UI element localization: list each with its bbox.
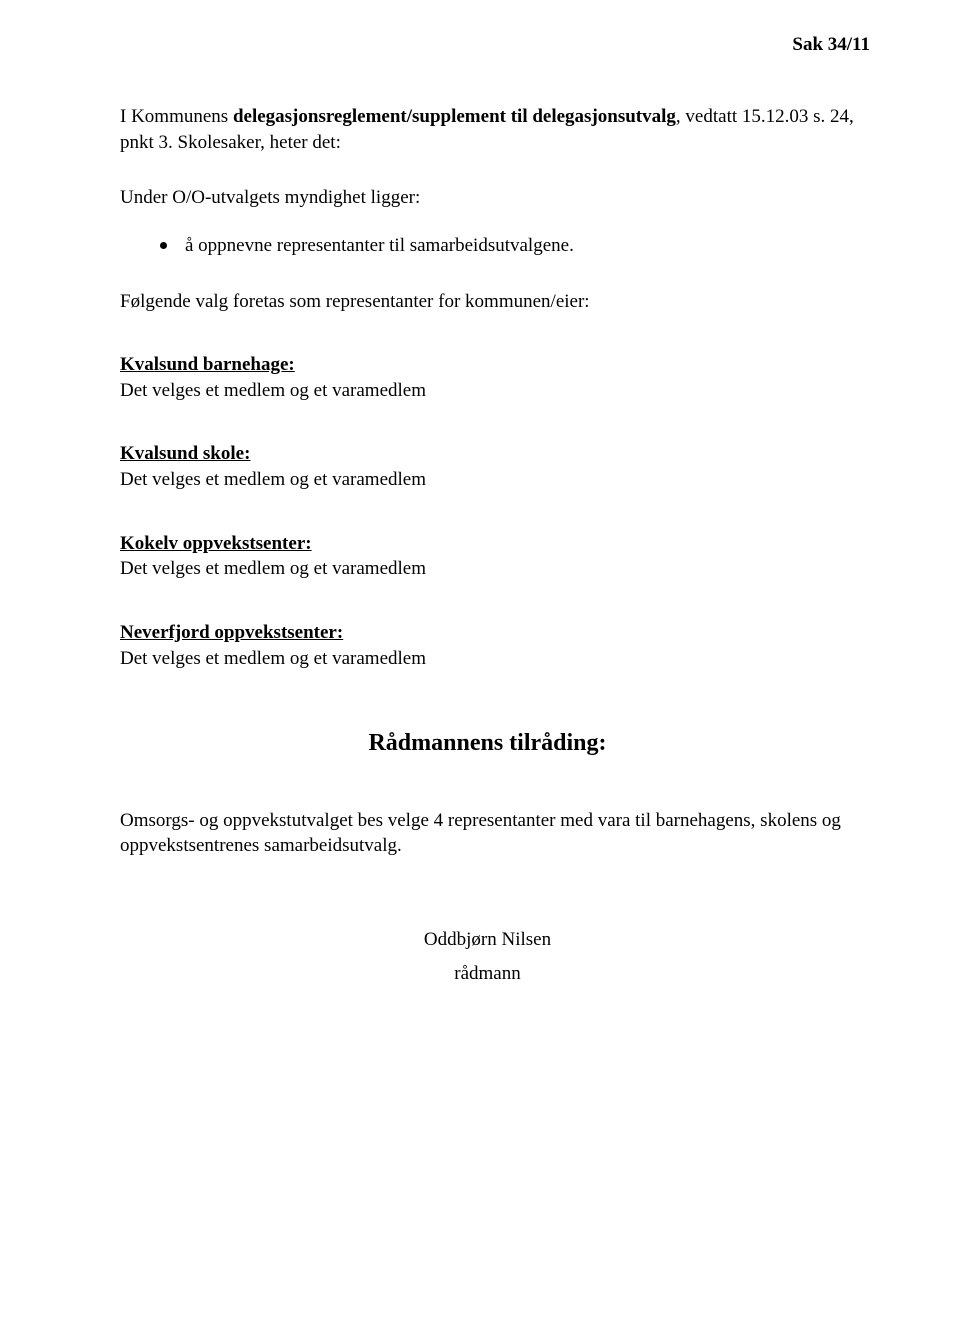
valg-intro: Følgende valg foretas som representanter…	[120, 289, 855, 315]
bullet-list: å oppnevne representanter til samarbeids…	[120, 233, 855, 259]
under-line: Under O/O-utvalgets myndighet ligger:	[120, 185, 855, 211]
bullet-icon	[160, 242, 167, 249]
section-kvalsund-skole: Kvalsund skole: Det velges et medlem og …	[120, 441, 855, 492]
case-number: Sak 34/11	[792, 32, 870, 58]
section-title: Kokelv oppvekstsenter:	[120, 531, 855, 557]
section-title: Neverfjord oppvekstsenter:	[120, 620, 855, 646]
intro-paragraph: I Kommunens delegasjonsreglement/supplem…	[120, 104, 855, 155]
section-kokelv-oppvekstsenter: Kokelv oppvekstsenter: Det velges et med…	[120, 531, 855, 582]
section-body: Det velges et medlem og et varamedlem	[120, 467, 855, 493]
signature-block: Oddbjørn Nilsen rådmann	[120, 927, 855, 986]
intro-prefix: I Kommunens	[120, 106, 233, 127]
closing-paragraph: Omsorgs- og oppvekstutvalget bes velge 4…	[120, 808, 855, 859]
recommendation-heading: Rådmannens tilråding:	[120, 727, 855, 759]
section-neverfjord-oppvekstsenter: Neverfjord oppvekstsenter: Det velges et…	[120, 620, 855, 671]
section-body: Det velges et medlem og et varamedlem	[120, 556, 855, 582]
section-title: Kvalsund skole:	[120, 441, 855, 467]
signature-title: rådmann	[120, 961, 855, 987]
document-page: Sak 34/11 I Kommunens delegasjonsregleme…	[0, 0, 960, 1341]
intro-bold: delegasjonsreglement/supplement til dele…	[233, 106, 676, 127]
section-title: Kvalsund barnehage:	[120, 352, 855, 378]
section-kvalsund-barnehage: Kvalsund barnehage: Det velges et medlem…	[120, 352, 855, 403]
section-body: Det velges et medlem og et varamedlem	[120, 378, 855, 404]
bullet-item: å oppnevne representanter til samarbeids…	[160, 233, 855, 259]
bullet-text: å oppnevne representanter til samarbeids…	[185, 233, 574, 259]
section-body: Det velges et medlem og et varamedlem	[120, 646, 855, 672]
signature-name: Oddbjørn Nilsen	[120, 927, 855, 953]
